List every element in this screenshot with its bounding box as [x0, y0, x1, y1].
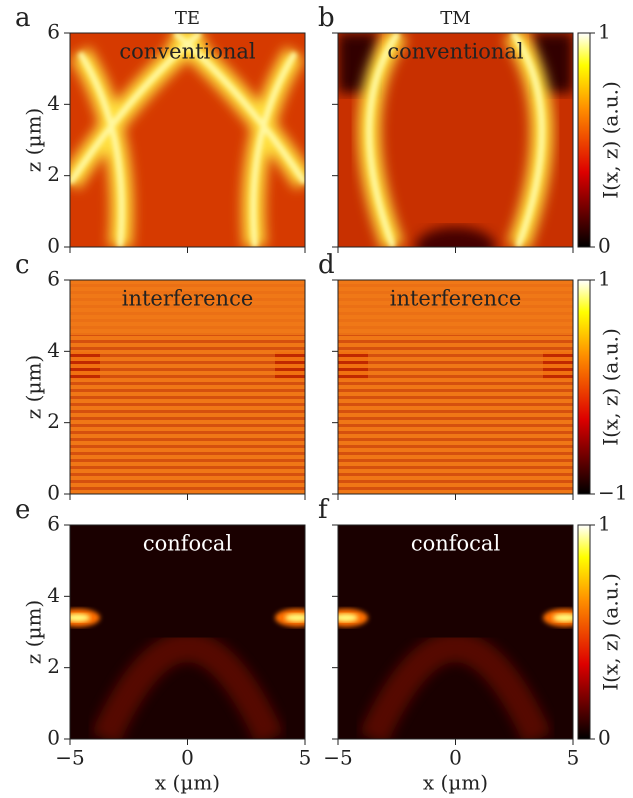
colorbar-label: I(x, z) (a.u.): [599, 573, 623, 691]
colorbar: [577, 279, 591, 495]
x-axis-label: x (µm): [155, 771, 220, 795]
heatmap-image: [70, 33, 305, 247]
panel-label: d: [318, 250, 335, 280]
bright-arc: [70, 33, 305, 247]
colorbar-tick-label: −1: [598, 481, 627, 505]
panel-label: c: [15, 250, 30, 280]
panel-label: e: [15, 495, 30, 525]
edge-band: [70, 351, 100, 380]
colorbar-label: I(x, z) (a.u.): [599, 81, 623, 199]
y-tick-label: 4: [47, 338, 60, 362]
y-tick-label: 2: [47, 162, 60, 186]
heatmap-image: [70, 280, 305, 494]
annotation: interference: [122, 287, 254, 311]
y-tick-label: 2: [47, 409, 60, 433]
y-tick-label: 6: [47, 20, 60, 44]
colorbar-label: I(x, z) (a.u.): [599, 328, 623, 446]
colorbar: [577, 524, 591, 740]
heatmap-image: [70, 525, 305, 739]
y-tick-label: 2: [47, 654, 60, 678]
colorbar-tick-label: 1: [598, 20, 611, 44]
field-top: [338, 280, 573, 335]
faint-arc: [359, 632, 552, 739]
heatmap: d interference −1 1 I(x, z) (a.u.): [318, 250, 627, 505]
edge-band: [338, 351, 368, 380]
heatmap: 0 2 4 6c interference z (µm): [15, 250, 306, 505]
annotation: interference: [390, 287, 522, 311]
y-tick-label: 0: [47, 481, 60, 505]
panel-label: f: [318, 495, 330, 525]
y-tick-label: 4: [47, 91, 60, 115]
y-tick-label: 0: [47, 234, 60, 258]
heatmap: 0 2 4 6a TE conventional z (µm): [15, 3, 306, 258]
hot-spot: [553, 613, 573, 622]
colorbar: [577, 32, 591, 248]
colorbar-tick-label: 0: [598, 726, 611, 750]
y-tick-label: 4: [47, 583, 60, 607]
edge-band: [543, 351, 573, 380]
colorbar-tick-label: 0: [598, 234, 611, 258]
x-tick-label: 5: [299, 746, 312, 770]
y-tick-label: 6: [47, 512, 60, 536]
hot-spot: [70, 613, 90, 622]
x-tick-label: −5: [55, 746, 84, 770]
x-tick-label: −5: [323, 746, 352, 770]
annotation: confocal: [143, 532, 233, 556]
heatmap-image: [338, 525, 573, 739]
hot-spot: [285, 613, 305, 622]
x-axis-label: x (µm): [423, 771, 488, 795]
annotation: conventional: [387, 40, 524, 64]
colorbar-tick-label: 1: [598, 512, 611, 536]
y-axis-label: z (µm): [22, 600, 46, 664]
panel-title: TM: [440, 8, 470, 29]
field-dark: [415, 227, 496, 247]
hot-spot: [338, 613, 358, 622]
x-tick-label: 5: [567, 746, 580, 770]
y-axis-label: z (µm): [22, 355, 46, 419]
colorbar-tick-label: 1: [598, 267, 611, 291]
bright-arc: [366, 33, 545, 247]
panel-label: a: [15, 3, 31, 33]
heatmap-image: [338, 280, 573, 494]
field-top: [70, 280, 305, 335]
heatmap: b TM conventional 0 1 I(x, z) (a.u.): [318, 3, 623, 258]
y-tick-label: 0: [47, 726, 60, 750]
edge-band: [275, 351, 305, 380]
x-tick-label: 0: [449, 746, 462, 770]
annotation: conventional: [119, 40, 256, 64]
panel-label: b: [318, 3, 335, 33]
faint-arc: [91, 632, 284, 739]
panel-title: TE: [175, 8, 200, 29]
y-axis-label: z (µm): [22, 108, 46, 172]
heatmap-image: [338, 33, 573, 247]
x-tick-label: 0: [181, 746, 194, 770]
annotation: confocal: [411, 532, 501, 556]
y-tick-label: 6: [47, 267, 60, 291]
